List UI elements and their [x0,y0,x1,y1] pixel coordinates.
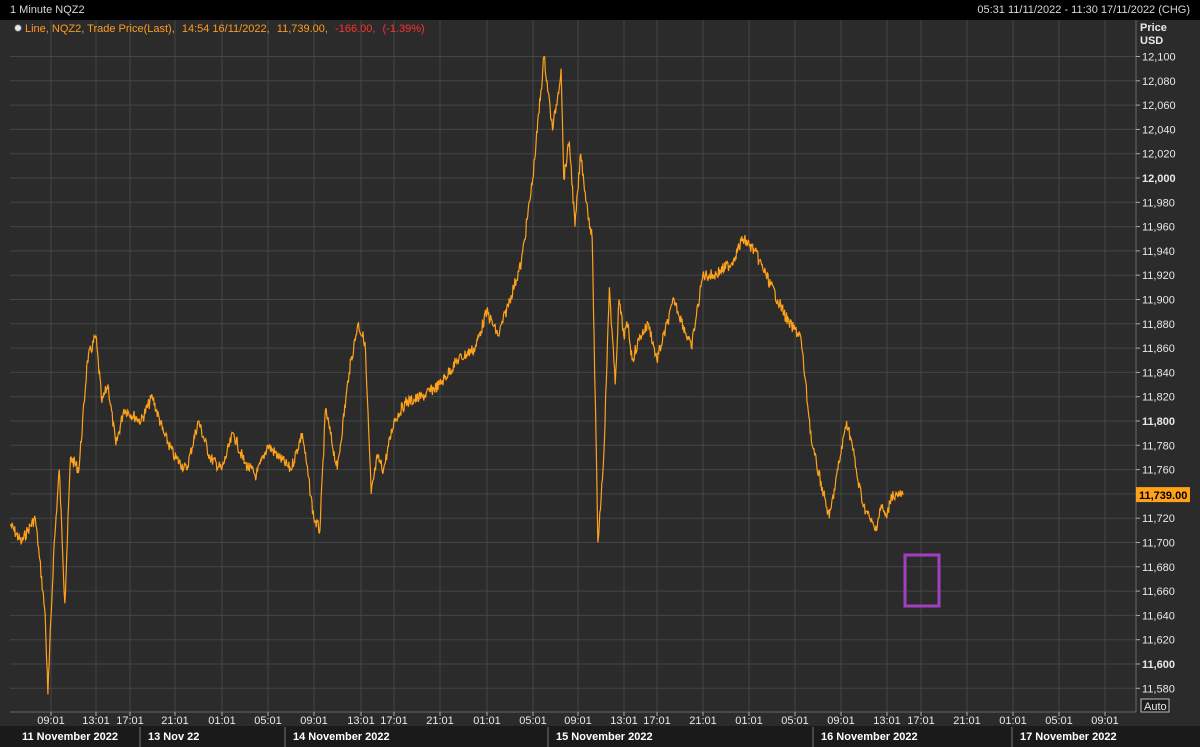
x-tick-label: 09:01 [1091,715,1119,727]
x-tick-label: 05:01 [781,715,809,727]
price-series-line [9,55,904,695]
x-tick-label: 09:01 [37,715,65,727]
y-tick-label: 11,680 [1142,562,1175,574]
x-tick-label: 05:01 [254,715,282,727]
y-tick-label: 12,060 [1142,100,1176,112]
y-tick-label: 12,000 [1142,173,1176,185]
date-label: 15 November 2022 [556,731,653,743]
window-title: 1 Minute NQZ2 [10,4,85,16]
y-tick-label: 11,580 [1142,683,1175,695]
y-tick-label: 11,960 [1142,222,1175,234]
plot-area [10,20,1136,712]
y-tick-label: 12,080 [1142,76,1176,88]
auto-scale-button[interactable]: Auto [1140,698,1170,713]
date-range: 05:31 11/11/2022 - 11:30 17/11/2022 (CHG… [977,4,1190,16]
y-tick-label: 11,940 [1142,246,1175,258]
y-tick-label: 11,660 [1142,586,1175,598]
y-axis-ticks: 11,580 11,600 11,620 11,640 11,660 11,680 11,7… [1136,52,1176,695]
x-tick-label: 13:01 [347,715,375,727]
y-tick-label: 11,900 [1142,295,1175,307]
date-label: 14 November 2022 [293,731,390,743]
title-bar: 1 Minute NQZ2 05:31 11/11/2022 - 11:30 1… [0,0,1200,20]
svg-text:11,739.00: 11,739.00 [1139,490,1187,502]
x-tick-label: 01:01 [735,715,763,727]
highlight-box [903,553,941,608]
x-tick-label: 13:01 [873,715,901,727]
y-tick-label: 11,800 [1142,416,1175,428]
y-tick-label: 11,860 [1142,343,1175,355]
legend: Line, NQZ2, Trade Price(Last), 14:54 16/… [14,23,425,35]
x-tick-label: 21:01 [161,715,189,727]
x-tick-label: 17:01 [643,715,671,727]
y-tick-label: 11,700 [1142,538,1175,550]
x-tick-label: 01:01 [208,715,236,727]
x-tick-label: 05:01 [1045,715,1073,727]
legend-text: Line, NQZ2, Trade Price(Last), 14:54 16/… [25,23,425,35]
date-labels: 11 November 2022 13 Nov 22 14 November 202… [22,727,1117,747]
x-tick-label: 21:01 [689,715,717,727]
x-tick-label: 05:01 [519,715,547,727]
y-tick-label: 11,780 [1142,440,1175,452]
x-tick-label: 01:01 [999,715,1027,727]
y-tick-label: 11,920 [1142,270,1175,282]
y-unit-usd: USD [1140,35,1163,47]
y-tick-label: 11,840 [1142,367,1175,379]
y-tick-label: 11,640 [1142,610,1175,622]
y-tick-label: 12,100 [1142,52,1176,64]
svg-text:Auto: Auto [1144,701,1167,713]
y-tick-label: 11,620 [1142,635,1175,647]
date-label: 17 November 2022 [1020,731,1117,743]
date-label: 13 Nov 22 [148,731,199,743]
x-tick-label: 09:01 [300,715,328,727]
y-tick-label: 11,880 [1142,319,1175,331]
date-strip [0,726,1200,747]
x-axis-ticks: 09:01 13:01 17:01 21:01 01:01 05:01 09:01 13:01… [37,712,1119,727]
date-label: 11 November 2022 [22,731,118,743]
y-tick-label: 12,040 [1142,124,1176,136]
y-tick-label: 11,760 [1142,465,1175,477]
x-tick-label: 17:01 [380,715,408,727]
x-tick-label: 13:01 [610,715,638,727]
x-tick-label: 01:01 [473,715,501,727]
y-tick-label: 11,820 [1142,392,1175,404]
grid [10,20,1136,712]
y-tick-label: 11,600 [1142,659,1175,671]
y-tick-label: 11,980 [1142,197,1175,209]
date-label: 16 November 2022 [821,731,918,743]
legend-bullet-icon [14,24,22,32]
x-tick-label: 09:01 [827,715,855,727]
y-unit-price: Price [1140,22,1167,34]
x-tick-label: 21:01 [953,715,981,727]
last-price-tag: 11,739.00 [1136,487,1190,503]
x-tick-label: 21:01 [426,715,454,727]
y-tick-label: 12,020 [1142,149,1176,161]
x-tick-label: 13:01 [82,715,110,727]
x-tick-label: 17:01 [116,715,144,727]
x-tick-label: 17:01 [907,715,935,727]
x-tick-label: 09:01 [564,715,592,727]
y-tick-label: 11,720 [1142,513,1175,525]
